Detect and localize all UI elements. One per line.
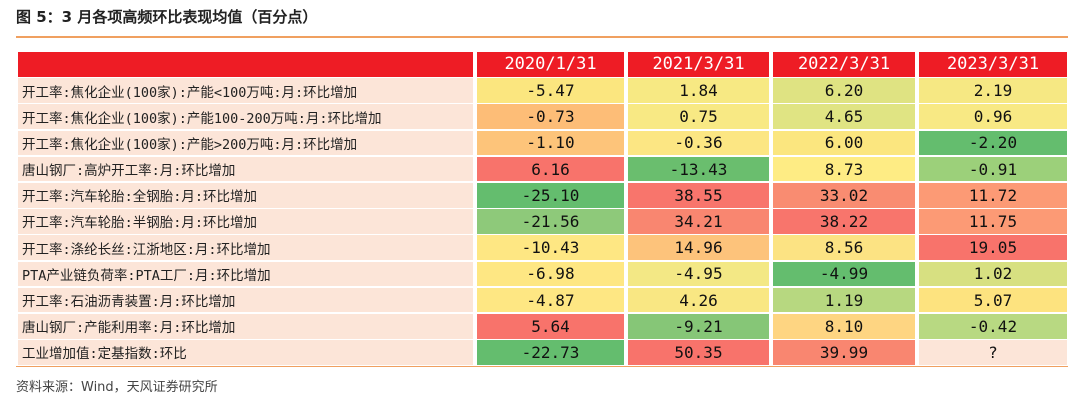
table-cell: 1.19 [773,287,915,313]
row-label: 开工率:涤纶长丝:江浙地区:月:环比增加 [18,235,473,260]
table-cell: -21.56 [477,209,624,234]
column-header: 2020/1/31 [477,52,624,77]
row-label: 开工率:汽车轮胎:半钢胎:月:环比增加 [18,209,473,234]
table-cell: -4.99 [773,261,915,287]
table-cell: 1.02 [919,261,1067,287]
row-label: 开工率:焦化企业(100家):产能>200万吨:月:环比增加 [18,130,473,156]
table-cell: 8.56 [773,235,915,260]
table-cell: -0.73 [477,104,624,130]
table-cell: 11.72 [919,182,1067,208]
table-cell: 6.00 [773,130,915,156]
table-cell: -13.43 [628,156,769,182]
table-cell: -9.21 [628,313,769,339]
row-label: 开工率:石油沥青装置:月:环比增加 [18,287,473,313]
table-cell: 4.65 [773,104,915,130]
row-label: 唐山钢厂:高炉开工率:月:环比增加 [18,156,473,182]
source-note: 资料来源：Wind，天风证券研究所 [16,380,218,395]
table-cell: -0.42 [919,313,1067,339]
row-label: PTA产业链负荷率:PTA工厂:月:环比增加 [18,261,473,287]
table-cell: 50.35 [628,340,769,365]
table-cell: 8.73 [773,156,915,182]
table-cell: 5.07 [919,287,1067,313]
table-cell: 34.21 [628,209,769,234]
table-cell: -4.95 [628,261,769,287]
table-cell: 14.96 [628,235,769,260]
table-cell: 6.20 [773,78,915,103]
row-label: 开工率:焦化企业(100家):产能100-200万吨:月:环比增加 [18,104,473,130]
table-cell: 5.64 [477,313,624,339]
column-header: 2022/3/31 [773,52,915,77]
table-cell: 1.84 [628,78,769,103]
table-cell: ? [919,340,1067,365]
table-cell: 0.96 [919,104,1067,130]
table-cell: -22.73 [477,340,624,365]
top-divider [16,36,1068,38]
table-cell: -5.47 [477,78,624,103]
table-cell: 2.19 [919,78,1067,103]
data-table: 2020/1/31 2021/3/31 2022/3/31 2023/3/31 开工率:… [18,52,1067,365]
table-cell: -1.10 [477,130,624,156]
table-cell: 39.99 [773,340,915,365]
column-header: 2023/3/31 [919,52,1067,77]
column-header: 2021/3/31 [628,52,769,77]
table-cell: 33.02 [773,182,915,208]
bottom-divider [16,366,1068,367]
table-cell: 6.16 [477,156,624,182]
table-cell: -0.36 [628,130,769,156]
table-cell: 19.05 [919,235,1067,260]
row-label: 唐山钢厂:产能利用率:月:环比增加 [18,313,473,339]
table-cell: -2.20 [919,130,1067,156]
table-cell: -25.10 [477,182,624,208]
table-cell: 38.22 [773,209,915,234]
table-cell: -4.87 [477,287,624,313]
table-cell: 0.75 [628,104,769,130]
table-cell: -0.91 [919,156,1067,182]
figure-title: 图 5：3 月各项高频环比表现均值（百分点） [16,8,318,26]
table-cell: -6.98 [477,261,624,287]
row-label: 开工率:汽车轮胎:全钢胎:月:环比增加 [18,182,473,208]
table-cell: 8.10 [773,313,915,339]
header-corner [18,52,473,77]
row-label: 工业增加值:定基指数:环比 [18,340,473,365]
table-cell: 4.26 [628,287,769,313]
table-cell: 11.75 [919,209,1067,234]
row-label: 开工率:焦化企业(100家):产能<100万吨:月:环比增加 [18,78,473,103]
table-cell: 38.55 [628,182,769,208]
table-cell: -10.43 [477,235,624,260]
